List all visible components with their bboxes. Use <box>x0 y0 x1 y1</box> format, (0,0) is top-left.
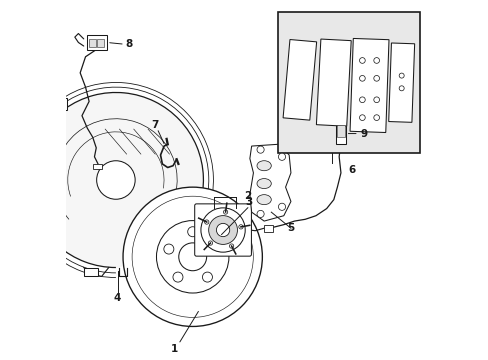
Text: 7: 7 <box>150 120 158 130</box>
Circle shape <box>278 203 285 210</box>
Bar <box>14 144 28 156</box>
Circle shape <box>187 227 197 237</box>
Text: 9: 9 <box>360 129 367 139</box>
Bar <box>278 12 419 153</box>
Bar <box>97 39 103 47</box>
Circle shape <box>132 196 253 318</box>
Circle shape <box>123 187 262 327</box>
Bar <box>52 98 67 109</box>
Circle shape <box>373 76 379 81</box>
Polygon shape <box>316 39 350 126</box>
Polygon shape <box>283 40 316 120</box>
Circle shape <box>398 73 404 78</box>
Bar <box>83 267 98 276</box>
Circle shape <box>211 244 221 254</box>
Circle shape <box>398 86 404 91</box>
Circle shape <box>204 220 208 224</box>
Circle shape <box>359 76 365 81</box>
Bar <box>335 121 345 144</box>
FancyBboxPatch shape <box>194 204 251 256</box>
Circle shape <box>202 272 212 282</box>
Circle shape <box>156 221 228 293</box>
Circle shape <box>179 243 206 271</box>
Bar <box>89 39 95 47</box>
Circle shape <box>373 115 379 121</box>
Text: 1: 1 <box>171 343 178 354</box>
Text: 2: 2 <box>244 191 251 201</box>
Circle shape <box>373 58 379 63</box>
Text: 6: 6 <box>347 165 355 175</box>
Ellipse shape <box>257 179 271 189</box>
Text: 3: 3 <box>244 197 252 207</box>
Circle shape <box>223 210 227 214</box>
Circle shape <box>97 161 135 199</box>
Polygon shape <box>249 144 290 221</box>
Circle shape <box>229 244 233 248</box>
Text: 8: 8 <box>125 39 133 49</box>
Bar <box>336 125 344 137</box>
Circle shape <box>238 225 243 229</box>
Text: 5: 5 <box>287 223 294 233</box>
Ellipse shape <box>257 161 271 171</box>
Circle shape <box>359 115 365 121</box>
Circle shape <box>163 244 174 254</box>
Circle shape <box>373 97 379 103</box>
Circle shape <box>278 153 285 160</box>
Circle shape <box>173 272 183 282</box>
Circle shape <box>359 58 365 63</box>
Bar <box>14 204 28 215</box>
Bar <box>93 164 102 169</box>
Circle shape <box>201 208 244 252</box>
Circle shape <box>208 216 237 244</box>
Ellipse shape <box>257 195 271 204</box>
Polygon shape <box>388 43 414 122</box>
Polygon shape <box>28 93 203 267</box>
Polygon shape <box>349 39 388 132</box>
Circle shape <box>359 97 365 103</box>
Text: 4: 4 <box>114 293 121 303</box>
Bar <box>87 35 107 50</box>
Circle shape <box>208 241 212 245</box>
Bar <box>264 225 272 232</box>
Circle shape <box>257 146 264 153</box>
Circle shape <box>257 210 264 217</box>
Circle shape <box>216 223 229 237</box>
